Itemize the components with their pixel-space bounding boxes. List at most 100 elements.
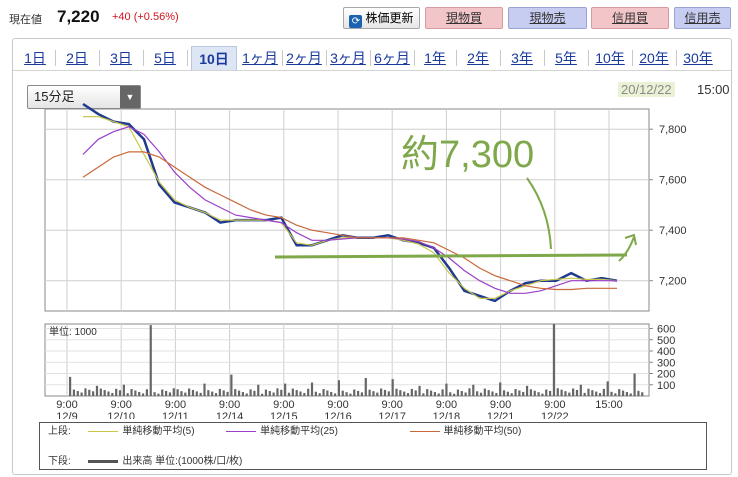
tab-3m[interactable]: 3ヶ月 (326, 46, 371, 70)
volume-bar (625, 392, 628, 396)
tab-3y[interactable]: 3年 (500, 46, 545, 70)
period-tabs: 1日 2日 3日 5日 10日 1ヶ月 2ヶ月 3ヶ月 6ヶ月 1年 2年 3年… (13, 43, 731, 71)
volume-bar (264, 389, 268, 396)
time-tick-label: 9:00 (110, 399, 131, 411)
tab-20y[interactable]: 20年 (632, 46, 677, 70)
annotation-arrow (618, 233, 637, 262)
volume-bar (333, 393, 337, 396)
volume-bar (583, 392, 586, 396)
time-tick-label: 15:00 (595, 399, 623, 411)
volume-bar (510, 393, 513, 396)
volume-bar (579, 384, 582, 396)
volume-bar (368, 389, 371, 396)
volume-bar (376, 392, 379, 396)
volume-bar (107, 391, 110, 396)
time-tick-label: 9:00 (327, 399, 348, 411)
time-tick-label: 9:00 (273, 399, 294, 411)
volume-bar (456, 389, 460, 396)
volume-tick-label: 500 (657, 335, 675, 347)
volume-bar (330, 391, 333, 396)
current-price: 7,220 (57, 7, 100, 26)
volume-bar (575, 389, 579, 396)
volume-tick-label: 400 (657, 346, 675, 358)
volume-bar (203, 383, 206, 396)
cash-sell-button[interactable]: 現物売 (508, 7, 587, 29)
volume-bar (506, 391, 509, 396)
tab-2y[interactable]: 2年 (456, 46, 501, 70)
volume-bar (537, 392, 540, 396)
date-tick-label: 12/16 (324, 411, 352, 419)
price-change: +40 (+0.56%) (112, 11, 179, 23)
tab-5d[interactable]: 5日 (143, 46, 188, 70)
price-tick-label: 7,400 (659, 225, 687, 237)
tab-2m[interactable]: 2ヶ月 (282, 46, 327, 70)
volume-bar (422, 393, 425, 396)
volume-bar (518, 390, 521, 396)
tab-3d[interactable]: 3日 (99, 46, 144, 70)
volume-bar (214, 393, 218, 396)
legend-upper-row: 上段: 単純移動平均(5) 単純移動平均(25) 単純移動平均(50) (48, 425, 521, 439)
volume-tick-label: 600 (657, 324, 675, 336)
volume-bar (426, 389, 429, 396)
volume-bar (111, 392, 114, 396)
volume-bar (268, 391, 271, 396)
legend-lower-row: 下段: 出来高 単位:(1000株/口/枚) (48, 455, 242, 469)
volume-bar (499, 382, 502, 396)
tab-1m[interactable]: 1ヶ月 (238, 46, 283, 70)
tab-2d[interactable]: 2日 (55, 46, 100, 70)
volume-bar (629, 393, 632, 396)
legend-ma5-swatch (88, 430, 119, 432)
volume-bar (610, 391, 613, 396)
date-tick-label: 12/17 (378, 411, 406, 419)
volume-bar (161, 389, 164, 396)
tab-1d[interactable]: 1日 (15, 46, 56, 70)
volume-bar (318, 393, 321, 396)
volume-bar (414, 390, 417, 396)
volume-bar (502, 390, 506, 396)
date-tick-label: 12/18 (433, 411, 461, 419)
tab-10d[interactable]: 10日 (191, 46, 237, 70)
time-tick-label: 9:00 (165, 399, 186, 411)
margin-buy-button[interactable]: 信用買 (591, 7, 669, 29)
volume-bar (399, 390, 402, 396)
refresh-price-button[interactable]: ⟳ 株価更新 (343, 7, 420, 29)
volume-bars (69, 324, 644, 396)
volume-bar (606, 381, 609, 396)
volume-bar (172, 388, 175, 396)
volume-bar (618, 389, 621, 396)
volume-bar (641, 392, 644, 396)
margin-sell-button[interactable]: 信用売 (674, 7, 731, 29)
volume-bar (126, 393, 129, 396)
volume-bar (564, 391, 567, 396)
volume-bar (460, 391, 463, 396)
series-lines (82, 102, 618, 303)
volume-bar (310, 382, 314, 396)
time-tick-label: 9:00 (490, 399, 511, 411)
tab-5y[interactable]: 5年 (544, 46, 589, 70)
cash-buy-button[interactable]: 現物買 (425, 7, 503, 29)
legend-ma50-swatch (409, 430, 440, 432)
tab-1y[interactable]: 1年 (414, 46, 457, 70)
volume-bar (295, 390, 298, 396)
volume-bar (176, 389, 179, 396)
annotation-curve (526, 177, 552, 250)
volume-bar (483, 388, 486, 396)
volume-bar (134, 390, 137, 396)
volume-bar (226, 391, 229, 396)
volume-bar (556, 388, 559, 396)
volume-bar (391, 379, 394, 396)
volume-bar (449, 392, 452, 396)
tab-10y[interactable]: 10年 (588, 46, 633, 70)
volume-bar (349, 393, 352, 396)
current-price-label: 現在値 (9, 14, 42, 26)
volume-bar (341, 390, 344, 396)
volume-bar (253, 390, 256, 396)
volume-bar (372, 391, 375, 396)
tab-6m[interactable]: 6ヶ月 (370, 46, 415, 70)
volume-bar (353, 389, 356, 396)
volume-bar (118, 390, 122, 396)
volume-bar (595, 391, 598, 396)
tab-30y[interactable]: 30年 (683, 50, 713, 66)
volume-bar (149, 325, 152, 396)
volume-bar (464, 392, 467, 396)
